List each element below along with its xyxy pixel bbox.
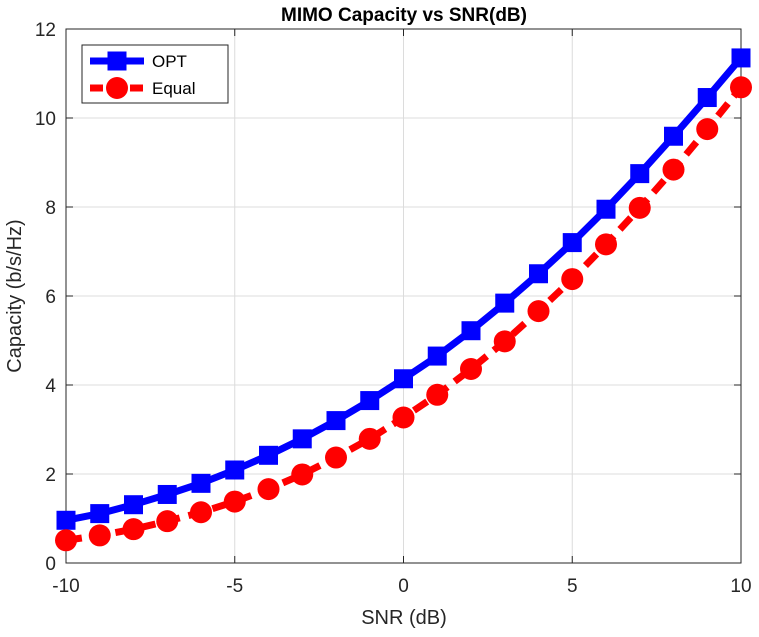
x-tick-label: -5: [226, 576, 243, 597]
x-axis-label: SNR (dB): [361, 607, 447, 629]
data-point-equal: [190, 501, 212, 524]
data-point-opt: [664, 126, 683, 146]
data-point-opt: [562, 233, 582, 253]
data-point-equal: [426, 383, 449, 406]
y-tick-label: 10: [35, 109, 56, 130]
x-tick-label: 10: [730, 576, 751, 597]
y-tick-label: 4: [45, 376, 56, 397]
data-point-equal: [325, 446, 347, 469]
data-point-equal: [88, 524, 111, 547]
legend-box: [81, 44, 229, 104]
data-point-opt: [427, 346, 447, 366]
legend-marker-equal: [106, 77, 128, 99]
data-point-opt: [697, 88, 717, 108]
data-point-equal: [628, 196, 651, 219]
y-tick-label: 8: [45, 198, 56, 219]
data-series: [55, 48, 752, 552]
data-point-opt: [292, 429, 312, 449]
data-point-opt: [596, 199, 616, 219]
data-point-opt: [157, 484, 177, 504]
grid-lines: [65, 28, 742, 564]
data-point-opt: [495, 293, 515, 313]
data-point-opt: [56, 510, 76, 530]
data-point-opt: [124, 495, 143, 515]
data-point-equal: [55, 529, 77, 552]
y-tick-label: 6: [45, 287, 56, 308]
series-opt: [56, 48, 751, 530]
data-point-equal: [662, 158, 685, 181]
data-point-equal: [358, 427, 381, 450]
chart-title: MIMO Capacity vs SNR(dB): [281, 5, 527, 26]
data-point-equal: [257, 478, 280, 501]
x-tick-label: 5: [567, 576, 578, 597]
data-point-equal: [493, 330, 516, 353]
data-point-opt: [394, 369, 413, 389]
data-point-opt: [259, 445, 278, 465]
legend-label-opt: OPT: [152, 52, 187, 71]
y-tick-label: 0: [45, 554, 56, 575]
x-tick-label: -10: [52, 576, 79, 597]
x-tick-label: 0: [398, 576, 409, 597]
y-tick-label: 12: [35, 20, 56, 41]
data-point-opt: [461, 321, 481, 341]
data-point-equal: [696, 118, 719, 141]
data-point-equal: [223, 490, 246, 513]
data-point-opt: [191, 473, 211, 493]
data-point-equal: [392, 406, 415, 429]
data-point-opt: [360, 391, 380, 411]
series-equal: [55, 76, 752, 552]
y-tick-label: 2: [45, 465, 56, 486]
data-point-opt: [326, 411, 346, 431]
data-point-opt: [529, 264, 548, 284]
data-point-equal: [561, 268, 584, 291]
data-point-opt: [630, 164, 650, 184]
data-point-opt: [225, 460, 245, 480]
data-point-opt: [731, 48, 751, 68]
data-point-equal: [291, 463, 314, 486]
data-point-equal: [595, 233, 617, 256]
legend-label-equal: Equal: [152, 79, 195, 98]
data-point-opt: [90, 504, 110, 524]
data-point-equal: [156, 510, 179, 533]
data-point-equal: [527, 300, 550, 323]
legend-marker-opt: [107, 51, 127, 71]
y-axis-label: Capacity (b/s/Hz): [4, 219, 26, 372]
legend: OPT Equal: [81, 44, 229, 104]
data-point-equal: [730, 76, 752, 99]
data-point-equal: [122, 518, 145, 541]
axis-ticks: -10 -5 0 5 10 0 2 4 6 8 10 12: [35, 20, 752, 597]
data-point-equal: [460, 357, 482, 380]
